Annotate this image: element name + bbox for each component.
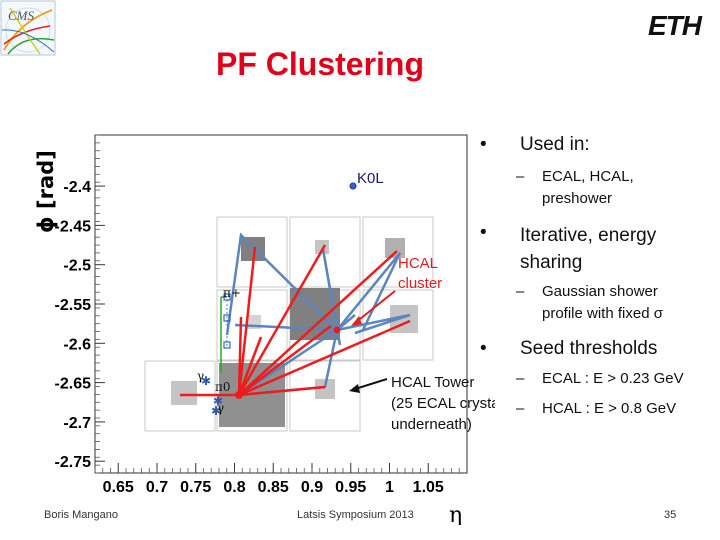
hcal-tower-arrow — [354, 378, 388, 390]
y-tick-label: -2.6 — [63, 336, 91, 353]
hcal-tower — [362, 216, 434, 288]
particle-label-pi-zero: π0 — [215, 380, 231, 394]
seed-marker — [235, 391, 243, 399]
photon-marker-icon: ✱ — [201, 374, 211, 388]
seed-link — [237, 316, 243, 396]
hcal-cluster-arrow — [354, 290, 396, 324]
x-axis-title: η — [449, 503, 462, 525]
x-tick-label: 0.9 — [301, 479, 323, 496]
footer-page-number: 35 — [664, 509, 677, 521]
footer-event: Latsis Symposium 2013 — [297, 509, 414, 521]
cluster-link — [336, 252, 402, 331]
x-tick-label: 0.7 — [146, 479, 168, 496]
particle-label-pi-plus: π+ — [223, 286, 241, 300]
bullet-text: Used in: — [520, 134, 590, 155]
photon-marker-icon: ✱ — [213, 394, 223, 408]
sub-bullet-text: ECAL, HCAL, preshower — [542, 168, 634, 207]
k0l-marker — [349, 182, 357, 190]
y-tick-label: -2.55 — [55, 297, 92, 314]
bullet-text: Iterative, energy sharing — [520, 225, 657, 273]
seed-link — [238, 319, 411, 397]
cms-logo: CMS — [0, 0, 56, 56]
y-tick-label: -2.65 — [55, 376, 92, 393]
footer-author: Boris Mangano — [44, 509, 118, 521]
seed-marker — [333, 326, 341, 334]
seed-link — [238, 250, 398, 396]
track-point-marker — [223, 293, 231, 301]
track-point-marker — [223, 341, 231, 349]
energy-deposit — [315, 240, 329, 254]
particle-label-gamma: γ — [217, 401, 224, 415]
sub-bullet-text: HCAL : E > 0.8 GeV — [542, 400, 677, 417]
hcal-cluster-label: HCAL cluster — [398, 255, 442, 292]
y-axis-title: ϕ [rad] — [34, 150, 58, 233]
seed-link — [237, 246, 257, 396]
cms-logo-text: CMS — [8, 8, 35, 23]
hcal-cluster-arrow-head — [351, 316, 362, 326]
cluster-link — [234, 323, 338, 332]
track-point-marker — [223, 314, 231, 322]
seed-link — [238, 325, 332, 396]
k0l-label: K0L — [357, 170, 384, 187]
seed-link — [237, 336, 263, 396]
x-tick-label: 0.95 — [335, 479, 366, 496]
hcal-tower-arrow-head — [349, 384, 360, 393]
x-tick-label: 1 — [385, 479, 394, 496]
photon-marker-icon: ✱ — [211, 404, 221, 418]
x-tick-label: 0.75 — [180, 479, 211, 496]
x-tick-label: 0.85 — [258, 479, 289, 496]
cluster-link — [225, 232, 338, 336]
slide-title: PF Clustering — [215, 46, 424, 82]
energy-deposit — [171, 381, 197, 405]
y-tick-label: -2.4 — [63, 179, 91, 196]
x-tick-label: 0.8 — [223, 479, 245, 496]
seed-link — [238, 385, 326, 397]
sub-bullet-text: Gaussian shower profile with fixed σ — [542, 283, 663, 322]
energy-deposit — [315, 379, 335, 399]
seed-link — [237, 244, 327, 396]
y-tick-label: -2.5 — [63, 258, 91, 275]
y-tick-label: -2.75 — [55, 454, 92, 471]
cluster-link — [336, 313, 411, 335]
x-tick-label: 1.05 — [413, 479, 444, 496]
hcal-tower-label: HCAL Tower (25 ECAL crystals underneath) — [391, 374, 495, 433]
y-tick-label: -2.7 — [63, 415, 91, 432]
eth-logo: ETH — [648, 10, 702, 41]
particle-label-gamma: γ — [197, 369, 204, 383]
bullet-text: Seed thresholds — [520, 338, 658, 359]
clustering-plot: 0.65 0.7 0.75 0.8 0.85 0.9 0.95 1 1.05 -2.4 -2.45… — [34, 134, 495, 525]
y-tick-label: -2.45 — [55, 218, 92, 235]
sub-bullet-text: ECAL : E > 0.23 GeV — [542, 370, 684, 387]
x-tick-label: 0.65 — [103, 479, 134, 496]
